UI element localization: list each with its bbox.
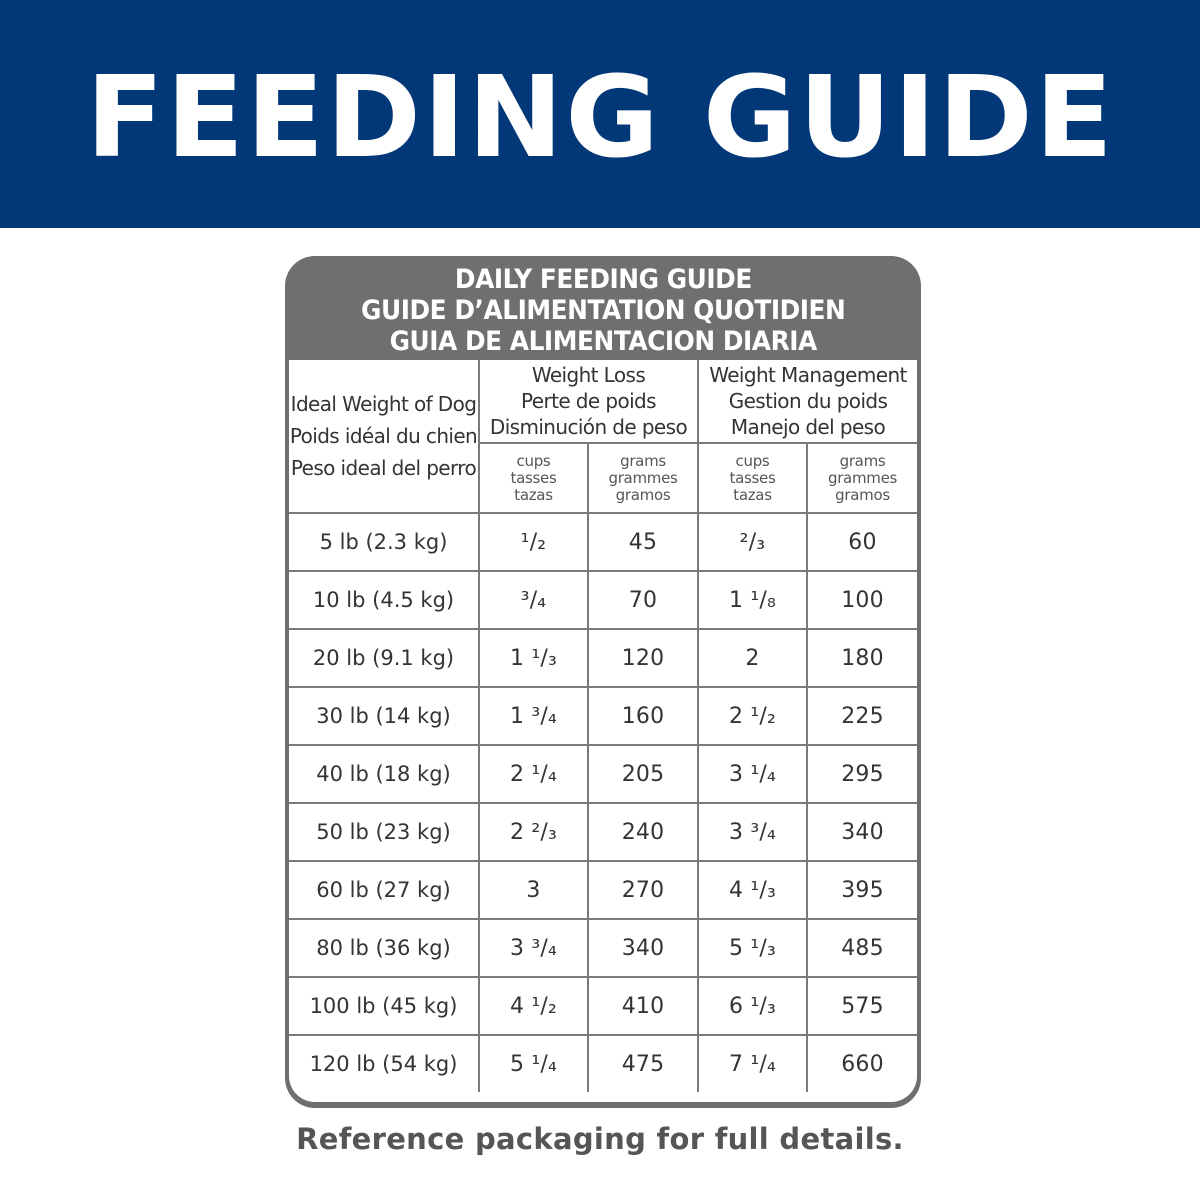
weight-header-en: Ideal Weight of Dog xyxy=(290,392,477,416)
dog-weight-cell: 100 lb (45 kg) xyxy=(289,976,480,1036)
table-row: 20 lb (9.1 kg) 1 ¹/₃ 120 2 180 xyxy=(289,628,917,688)
loss-cups-cell: 2 ¹/₄ xyxy=(478,744,589,804)
table-row: 120 lb (54 kg) 5 ¹/₄ 475 7 ¹/₄ 660 xyxy=(289,1034,917,1092)
management-cups-cell: 3 ¹/₄ xyxy=(697,744,808,804)
management-grams-cell: 100 xyxy=(806,570,917,630)
unit-label: grams xyxy=(620,451,666,470)
unit-label: grams xyxy=(839,451,886,470)
dog-weight-cell: 40 lb (18 kg) xyxy=(289,744,480,804)
card-title-line-en: DAILY FEEDING GUIDE xyxy=(454,263,752,295)
unit-label: tasses xyxy=(510,468,557,487)
loss-cups-cell: 1 ¹/₃ xyxy=(478,628,589,688)
unit-label: cups xyxy=(516,451,551,470)
management-cups-cell: 3 ³/₄ xyxy=(697,802,808,862)
unit-header-grams: grams grammes gramos xyxy=(806,442,917,514)
management-cups-cell: 2 ¹/₂ xyxy=(697,686,808,746)
loss-cups-cell: ¹/₂ xyxy=(478,512,589,572)
dog-weight-cell: 30 lb (14 kg) xyxy=(289,686,480,746)
table-row: 5 lb (2.3 kg) ¹/₂ 45 ²/₃ 60 xyxy=(289,512,917,572)
footnote: Reference packaging for full details. xyxy=(296,1122,904,1156)
weight-management-label-es: Manejo del peso xyxy=(730,415,886,439)
loss-grams-cell: 120 xyxy=(587,628,699,688)
management-grams-cell: 485 xyxy=(806,918,917,978)
management-grams-cell: 60 xyxy=(806,512,917,572)
weight-loss-label-fr: Perte de poids xyxy=(521,389,657,413)
unit-label: gramos xyxy=(835,485,890,504)
loss-cups-cell: 2 ²/₃ xyxy=(478,802,589,862)
loss-grams-cell: 240 xyxy=(587,802,699,862)
unit-header-grams: grams grammes gramos xyxy=(587,442,699,514)
management-grams-cell: 295 xyxy=(806,744,917,804)
management-cups-cell: 1 ¹/₈ xyxy=(697,570,808,630)
dog-weight-cell: 20 lb (9.1 kg) xyxy=(289,628,480,688)
loss-grams-cell: 160 xyxy=(587,686,699,746)
weight-header-fr: Poids idéal du chien xyxy=(289,424,478,448)
management-grams-cell: 225 xyxy=(806,686,917,746)
management-cups-cell: 6 ¹/₃ xyxy=(697,976,808,1036)
unit-label: tazas xyxy=(733,485,772,504)
card-title-line-es: GUIA DE ALIMENTACION DIARIA xyxy=(389,325,817,357)
management-cups-cell: 2 xyxy=(697,628,808,688)
weight-management-label-fr: Gestion du poids xyxy=(728,389,888,413)
unit-label: grammes xyxy=(608,468,678,487)
loss-cups-cell: 3 xyxy=(478,860,589,920)
management-cups-cell: 7 ¹/₄ xyxy=(697,1034,808,1092)
header-banner: FEEDING GUIDE xyxy=(0,0,1200,228)
loss-grams-cell: 340 xyxy=(587,918,699,978)
weight-loss-label-es: Disminución de peso xyxy=(489,415,688,439)
loss-grams-cell: 205 xyxy=(587,744,699,804)
feeding-table: Ideal Weight of Dog Poids idéal du chien… xyxy=(289,360,917,1092)
loss-grams-cell: 475 xyxy=(587,1034,699,1092)
loss-grams-cell: 45 xyxy=(587,512,699,572)
table-row: 30 lb (14 kg) 1 ³/₄ 160 2 ¹/₂ 225 xyxy=(289,686,917,746)
table-row: 10 lb (4.5 kg) ³/₄ 70 1 ¹/₈ 100 xyxy=(289,570,917,630)
feeding-table-wrapper: Ideal Weight of Dog Poids idéal du chien… xyxy=(289,360,917,1102)
dog-weight-cell: 50 lb (23 kg) xyxy=(289,802,480,862)
dog-weight-cell: 80 lb (36 kg) xyxy=(289,918,480,978)
management-grams-cell: 180 xyxy=(806,628,917,688)
management-cups-cell: 4 ¹/₃ xyxy=(697,860,808,920)
page-title: FEEDING GUIDE xyxy=(85,53,1115,183)
loss-grams-cell: 70 xyxy=(587,570,699,630)
management-grams-cell: 660 xyxy=(806,1034,917,1092)
loss-cups-cell: 3 ³/₄ xyxy=(478,918,589,978)
management-grams-cell: 395 xyxy=(806,860,917,920)
dog-weight-cell: 10 lb (4.5 kg) xyxy=(289,570,480,630)
weight-loss-label-en: Weight Loss xyxy=(531,363,646,387)
unit-header-cups: cups tasses tazas xyxy=(479,442,589,514)
feeding-guide-card: DAILY FEEDING GUIDE GUIDE D’ALIMENTATION… xyxy=(285,256,921,1108)
weight-management-header: Weight Management Gestion du poids Manej… xyxy=(697,360,917,444)
table-row: 40 lb (18 kg) 2 ¹/₄ 205 3 ¹/₄ 295 xyxy=(289,744,917,804)
unit-header-cups: cups tasses tazas xyxy=(697,442,808,514)
table-row: 60 lb (27 kg) 3 270 4 ¹/₃ 395 xyxy=(289,860,917,920)
card-title-line-fr: GUIDE D’ALIMENTATION QUOTIDIEN xyxy=(360,294,846,326)
dog-weight-cell: 120 lb (54 kg) xyxy=(289,1034,480,1092)
table-row: 100 lb (45 kg) 4 ¹/₂ 410 6 ¹/₃ 575 xyxy=(289,976,917,1036)
unit-label: cups xyxy=(735,451,770,470)
dog-weight-cell: 60 lb (27 kg) xyxy=(289,860,480,920)
dog-weight-cell: 5 lb (2.3 kg) xyxy=(289,512,480,572)
unit-label: tazas xyxy=(514,485,553,504)
card-title: DAILY FEEDING GUIDE GUIDE D’ALIMENTATION… xyxy=(285,260,921,360)
loss-grams-cell: 410 xyxy=(587,976,699,1036)
unit-label: tasses xyxy=(729,468,776,487)
weight-loss-header: Weight Loss Perte de poids Disminución d… xyxy=(478,360,699,444)
loss-grams-cell: 270 xyxy=(587,860,699,920)
weight-header-es: Peso ideal del perro xyxy=(290,456,477,480)
table-row: 80 lb (36 kg) 3 ³/₄ 340 5 ¹/₃ 485 xyxy=(289,918,917,978)
loss-cups-cell: 4 ¹/₂ xyxy=(478,976,589,1036)
management-grams-cell: 340 xyxy=(806,802,917,862)
weight-management-label-en: Weight Management xyxy=(709,363,907,387)
management-cups-cell: ²/₃ xyxy=(697,512,808,572)
loss-cups-cell: 5 ¹/₄ xyxy=(478,1034,589,1092)
loss-cups-cell: 1 ³/₄ xyxy=(478,686,589,746)
loss-cups-cell: ³/₄ xyxy=(478,570,589,630)
unit-label: grammes xyxy=(827,468,898,487)
unit-label: gramos xyxy=(615,485,671,504)
management-grams-cell: 575 xyxy=(806,976,917,1036)
table-row: 50 lb (23 kg) 2 ²/₃ 240 3 ³/₄ 340 xyxy=(289,802,917,862)
management-cups-cell: 5 ¹/₃ xyxy=(697,918,808,978)
weight-column-header: Ideal Weight of Dog Poids idéal du chien… xyxy=(289,360,480,514)
